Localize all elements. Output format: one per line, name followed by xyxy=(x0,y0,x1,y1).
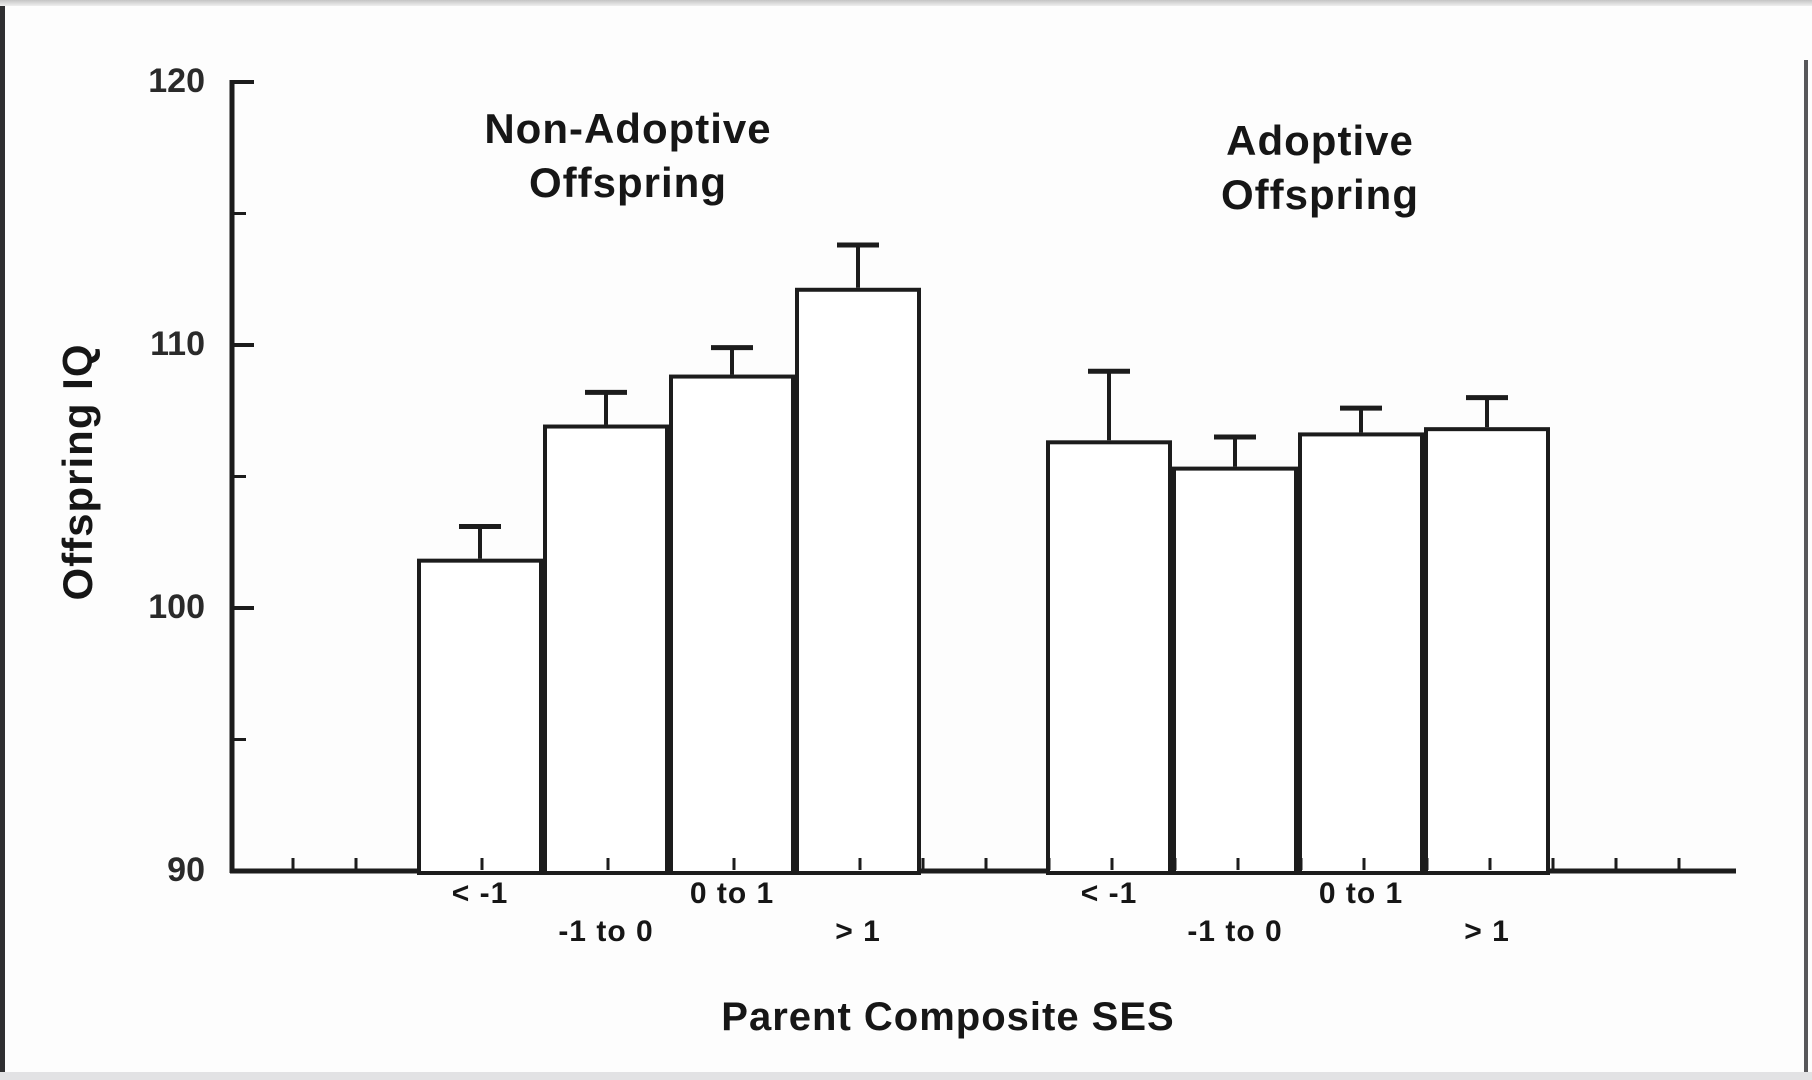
y-tick-label-110: 110 xyxy=(150,325,205,363)
x-axis-title: Parent Composite SES xyxy=(721,995,1175,1039)
x-tick-label: 0 to 1 xyxy=(1318,877,1404,910)
bar-nonadoptive-< -1 xyxy=(417,558,543,875)
bar-adoptive--1 to 0 xyxy=(1172,466,1298,875)
group-title-line: Offspring xyxy=(1221,171,1419,218)
x-tick-label: 0 to 1 xyxy=(689,877,775,910)
frame-top-band xyxy=(0,0,1812,6)
bar-nonadoptive-0 to 1 xyxy=(669,374,795,875)
bar-nonadoptive-> 1 xyxy=(795,287,921,875)
group-title-adoptive: Adoptive Offspring xyxy=(1110,114,1530,222)
bar-adoptive-> 1 xyxy=(1424,427,1550,875)
x-tick-label: < -1 xyxy=(1080,877,1138,910)
x-tick-label: > 1 xyxy=(1464,915,1510,948)
y-tick-label-100: 100 xyxy=(148,588,205,626)
x-tick-label: -1 to 0 xyxy=(1187,915,1283,948)
group-title-line: Offspring xyxy=(529,159,727,206)
frame-left-border xyxy=(0,6,5,1072)
bar-adoptive-< -1 xyxy=(1046,440,1172,875)
group-title-line: Adoptive xyxy=(1226,117,1414,164)
y-tick-label-90: 90 xyxy=(167,851,205,889)
y-tick-label-120: 120 xyxy=(148,62,205,100)
x-tick-label: < -1 xyxy=(451,877,509,910)
frame-right-border xyxy=(1804,60,1808,1072)
y-axis-title: Offspring IQ xyxy=(54,343,101,601)
frame-bottom-band xyxy=(0,1072,1812,1080)
bar-adoptive-0 to 1 xyxy=(1298,432,1424,875)
bar-nonadoptive--1 to 0 xyxy=(543,424,669,875)
group-title-line: Non-Adoptive xyxy=(484,105,772,152)
x-tick-label: > 1 xyxy=(835,915,881,948)
group-title-non-adoptive: Non-Adoptive Offspring xyxy=(418,102,838,210)
x-tick-label: -1 to 0 xyxy=(558,915,654,948)
